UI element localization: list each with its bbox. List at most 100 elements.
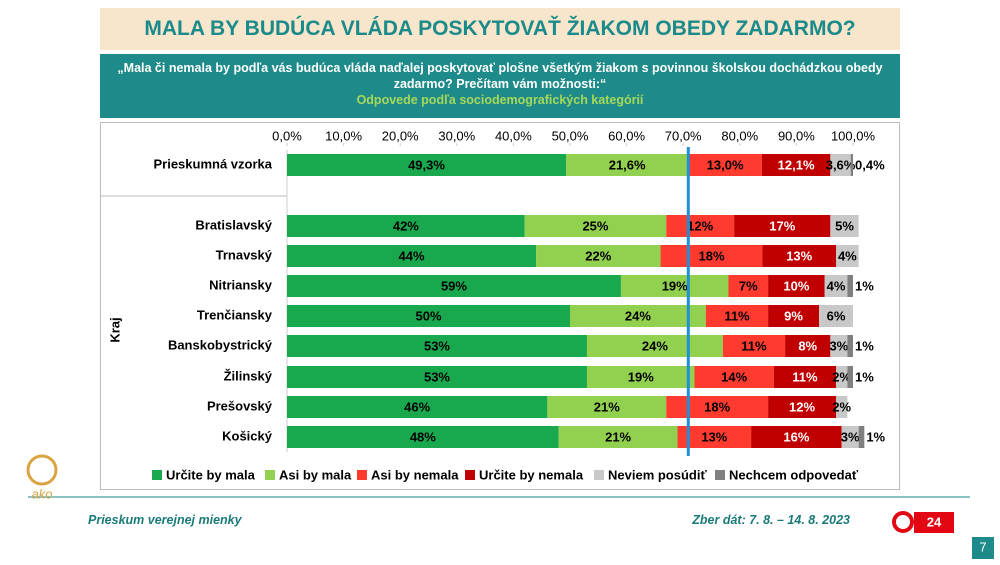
value-label: 44% xyxy=(399,248,425,263)
bar-segment xyxy=(287,396,548,418)
bar-segment xyxy=(558,426,678,448)
bar-segment xyxy=(677,426,752,448)
bar-segment xyxy=(734,215,831,237)
value-label: 5% xyxy=(835,218,854,233)
value-label: 3% xyxy=(841,429,860,444)
value-label: 1% xyxy=(855,278,874,293)
x-tick-label: 100,0% xyxy=(831,128,876,143)
value-label: 18% xyxy=(698,248,724,263)
y-tick-label: Košický xyxy=(222,428,273,443)
legend-label: Neviem posúdiť xyxy=(608,467,707,482)
value-label: 11% xyxy=(741,338,767,353)
bar-segment xyxy=(666,215,735,237)
value-label: 22% xyxy=(585,248,611,263)
bar-segment xyxy=(847,366,853,388)
x-tick-label: 60,0% xyxy=(608,128,645,143)
bar-segment xyxy=(688,154,762,176)
bar-segment xyxy=(287,245,537,267)
value-label: 13% xyxy=(701,429,727,444)
value-label: 10% xyxy=(783,278,809,293)
legend-label: Nechcem odpovedať xyxy=(729,467,859,482)
y-tick-label: Prieskumná vzorka xyxy=(153,156,272,171)
y-tick-label: Banskobystrický xyxy=(168,337,273,352)
chart-frame xyxy=(100,122,900,490)
bar-segment xyxy=(773,366,837,388)
value-label: 24% xyxy=(642,338,668,353)
bar-segment xyxy=(660,245,763,267)
bar-segment xyxy=(824,275,848,297)
x-tick-label: 70,0% xyxy=(665,128,702,143)
value-label: 19% xyxy=(628,369,654,384)
bar-segment xyxy=(751,426,842,448)
legend-swatch xyxy=(715,470,725,480)
page-number: 7 xyxy=(979,539,986,554)
value-label: 6% xyxy=(827,308,846,323)
slide-title: MALA BY BUDÚCA VLÁDA POSKYTOVAŤ ŽIAKOM O… xyxy=(100,8,900,50)
bar-segment xyxy=(287,335,587,357)
bar-segment xyxy=(836,245,859,267)
legend-label: Určite by nemala xyxy=(479,467,584,482)
bar-segment xyxy=(287,366,587,388)
value-label: 9% xyxy=(784,308,803,323)
x-tick-label: 50,0% xyxy=(552,128,589,143)
legend-swatch xyxy=(465,470,475,480)
x-tick-label: 30,0% xyxy=(438,128,475,143)
value-label: 3,6% xyxy=(826,157,856,172)
bar-segment xyxy=(785,335,831,357)
x-tick-label: 80,0% xyxy=(721,128,758,143)
value-label: 19% xyxy=(662,278,688,293)
legend-swatch xyxy=(357,470,367,480)
legend-swatch xyxy=(265,470,275,480)
bar-segment xyxy=(287,305,570,327)
legend-swatch xyxy=(594,470,604,480)
value-label: 8% xyxy=(798,338,817,353)
tv-logo-ring xyxy=(892,511,914,533)
value-label: 21,6% xyxy=(609,157,646,172)
bar-segment xyxy=(768,305,820,327)
bar-segment xyxy=(666,396,769,418)
bar-segment xyxy=(287,154,567,176)
value-label: 13,0% xyxy=(707,157,744,172)
y-tick-label: Bratislavský xyxy=(195,217,272,232)
value-label: 21% xyxy=(594,399,620,414)
question-box: „Mala či nemala by podľa vás budúca vlád… xyxy=(100,54,900,118)
bar-segment xyxy=(819,305,853,327)
x-tick-label: 0,0% xyxy=(272,128,302,143)
value-label: 24% xyxy=(625,308,651,323)
bar-segment xyxy=(836,396,848,418)
value-label: 0,4% xyxy=(855,157,885,172)
bar-segment xyxy=(287,275,621,297)
bar-segment xyxy=(728,275,769,297)
footer-right: Zber dát: 7. 8. – 14. 8. 2023 xyxy=(692,513,850,527)
value-label: 46% xyxy=(404,399,430,414)
value-label: 12% xyxy=(687,218,713,233)
value-label: 12,1% xyxy=(778,157,815,172)
bar-segment xyxy=(287,426,559,448)
bar-segment xyxy=(586,366,695,388)
y-tick-label: Prešovský xyxy=(207,398,273,413)
value-label: 12% xyxy=(789,399,815,414)
value-label: 25% xyxy=(582,218,608,233)
bar-segment xyxy=(768,396,837,418)
value-label: 13% xyxy=(786,248,812,263)
bar-segment xyxy=(620,275,729,297)
value-label: 1% xyxy=(866,429,885,444)
bar-segment xyxy=(694,366,774,388)
x-tick-label: 10,0% xyxy=(325,128,362,143)
legend-label: Asi by mala xyxy=(279,467,352,482)
value-label: 4% xyxy=(838,248,857,263)
bar-segment xyxy=(847,335,853,357)
bar-segment xyxy=(524,215,667,237)
legend-label: Určite by mala xyxy=(166,467,256,482)
bar-segment xyxy=(836,366,848,388)
bar-segment xyxy=(847,275,853,297)
footer-left: Prieskum verejnej mienky xyxy=(88,513,242,527)
tv-logo-box xyxy=(914,512,954,533)
value-label: 1% xyxy=(855,338,874,353)
bar-segment xyxy=(570,305,706,327)
bar-segment xyxy=(830,335,848,357)
value-label: 11% xyxy=(724,308,750,323)
logo-icon xyxy=(26,454,58,486)
